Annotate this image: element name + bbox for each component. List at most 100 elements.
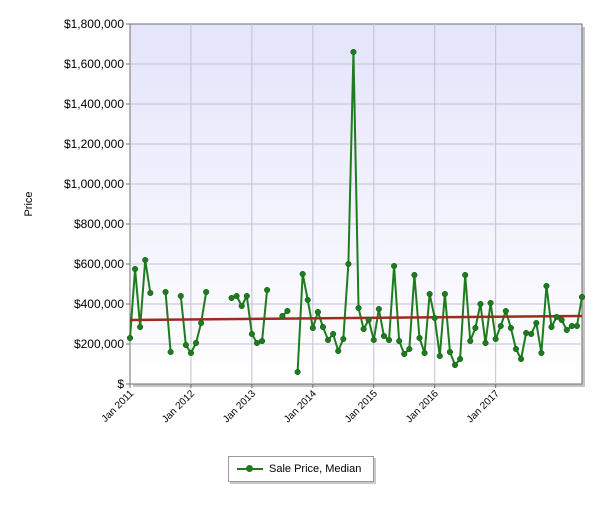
data-point — [426, 290, 433, 298]
data-point — [187, 349, 194, 357]
x-tick-label: Jan 2016 — [404, 388, 441, 425]
data-point — [162, 288, 169, 296]
data-point — [132, 265, 139, 273]
data-point — [523, 329, 530, 337]
y-tick-label: $1,400,000 — [64, 97, 124, 111]
data-point — [375, 305, 382, 313]
data-point — [279, 312, 286, 320]
data-point — [319, 323, 327, 331]
data-point — [355, 304, 362, 312]
data-point — [314, 308, 321, 316]
data-point — [401, 350, 408, 358]
data-point — [482, 339, 489, 347]
data-point — [421, 349, 428, 357]
data-point — [548, 323, 555, 331]
data-point — [203, 288, 210, 296]
data-point — [396, 337, 403, 345]
data-point — [467, 337, 474, 345]
data-point — [518, 355, 525, 363]
data-point — [385, 336, 393, 344]
data-point — [543, 282, 550, 290]
legend-line-swatch-icon — [237, 464, 263, 474]
data-point — [126, 334, 134, 342]
data-point — [512, 345, 520, 353]
data-point — [416, 334, 423, 342]
data-point — [228, 294, 235, 302]
data-point — [446, 348, 454, 356]
data-point — [350, 48, 357, 56]
data-point — [507, 324, 514, 332]
data-point — [411, 271, 418, 279]
data-point — [553, 313, 560, 321]
data-point — [487, 299, 494, 307]
series-line — [164, 291, 172, 353]
data-point — [431, 314, 438, 322]
data-point — [137, 323, 144, 331]
x-tick-label: Jan 2011 — [100, 388, 137, 425]
data-point — [436, 352, 443, 360]
data-point — [492, 335, 499, 343]
data-point — [568, 322, 575, 330]
data-point — [264, 286, 271, 294]
x-axis-ticks: Jan 2011 Jan 2012 Jan 2013 Jan 2014 Jan 2015… — [100, 384, 502, 425]
data-point — [502, 307, 509, 315]
data-point — [472, 324, 479, 332]
data-point — [325, 336, 332, 344]
data-point — [294, 368, 301, 376]
legend-label: Sale Price, Median — [269, 463, 362, 475]
data-point — [558, 316, 565, 324]
data-point — [345, 260, 352, 268]
data-point — [167, 348, 174, 356]
y-tick-label: $1,800,000 — [64, 17, 124, 31]
data-point — [497, 322, 504, 330]
y-tick-label: $800,000 — [74, 217, 124, 231]
x-tick-label: Jan 2015 — [343, 388, 380, 425]
x-tick-label: Jan 2017 — [465, 388, 502, 425]
series-line — [179, 291, 208, 354]
data-point — [243, 292, 250, 300]
data-point — [335, 347, 342, 355]
data-point — [462, 271, 469, 279]
data-point — [233, 292, 240, 300]
data-point — [284, 307, 291, 315]
data-point — [360, 325, 367, 333]
data-point — [177, 292, 184, 300]
data-point — [248, 330, 255, 338]
y-tick-label: $200,000 — [74, 337, 124, 351]
y-tick-label: $400,000 — [74, 297, 124, 311]
data-point — [578, 293, 586, 301]
y-tick-label: $1,200,000 — [64, 137, 124, 151]
data-point — [309, 324, 316, 332]
data-point — [299, 270, 306, 278]
data-point — [238, 302, 245, 310]
x-tick-label: Jan 2012 — [160, 388, 197, 425]
data-point — [533, 319, 540, 327]
y-tick-label: $1,600,000 — [64, 57, 124, 71]
data-point — [304, 296, 311, 304]
x-tick-label: Jan 2014 — [282, 388, 319, 425]
data-point — [147, 289, 154, 297]
y-axis-ticks: $1,800,000 $1,600,000 $1,400,000 $1,200,000… — [64, 17, 130, 391]
series-layer — [126, 48, 586, 376]
data-point — [477, 300, 484, 308]
data-point — [441, 290, 448, 298]
data-point — [330, 330, 337, 338]
y-tick-label: $ — [117, 377, 124, 391]
y-axis-title: Price — [23, 191, 35, 216]
data-point — [198, 319, 205, 327]
data-point — [563, 326, 570, 334]
data-point — [538, 349, 545, 357]
data-point — [365, 316, 372, 324]
data-point — [451, 361, 459, 369]
data-point — [528, 330, 535, 338]
data-point — [406, 345, 413, 353]
data-point — [340, 335, 347, 343]
data-point — [457, 355, 464, 363]
data-point — [370, 336, 377, 344]
data-point — [182, 341, 189, 349]
data-point — [573, 322, 580, 330]
data-point — [192, 339, 200, 347]
y-tick-label: $1,000,000 — [64, 177, 124, 191]
